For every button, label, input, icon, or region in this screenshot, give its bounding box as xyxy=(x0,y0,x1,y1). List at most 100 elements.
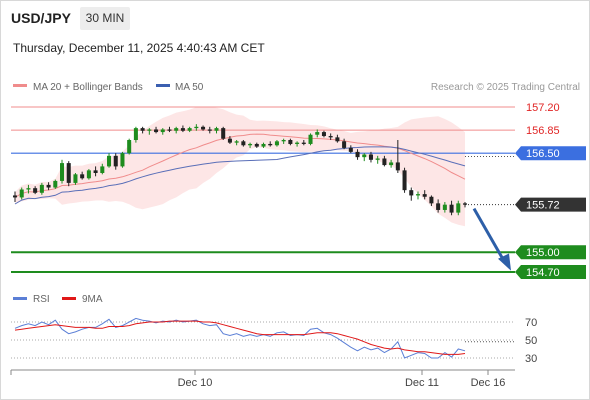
candle-body xyxy=(436,203,441,210)
candle-body xyxy=(39,184,44,193)
candle-body xyxy=(180,128,185,131)
candle-body xyxy=(348,147,353,152)
candle-body xyxy=(113,155,118,167)
rsi-tick-30: 30 xyxy=(525,353,537,365)
candle-body xyxy=(12,195,18,198)
level-label-154.70: 154.70 xyxy=(526,267,560,279)
candle-body xyxy=(194,126,199,129)
candle-body xyxy=(100,166,105,173)
level-label-156.50: 156.50 xyxy=(526,148,560,160)
price-labels: 157.20 156.85 156.50 155.72 155.00 154.70 xyxy=(515,102,586,279)
candle-body xyxy=(389,162,394,166)
candle-body xyxy=(449,204,454,213)
level-label-156.85: 156.85 xyxy=(526,125,560,137)
candle-body xyxy=(120,153,125,167)
candle-body xyxy=(80,174,85,179)
forecast-arrow xyxy=(472,207,511,271)
time-tick-label: Dec 11 xyxy=(405,377,439,389)
time-tick-label: Dec 16 xyxy=(471,377,506,389)
candle-body xyxy=(201,126,206,130)
rsi-panel: 70 50 30 xyxy=(11,317,537,365)
candle-body xyxy=(342,141,347,148)
symbol-title: USD/JPY xyxy=(11,10,71,26)
price-levels xyxy=(11,106,515,273)
candle-body xyxy=(207,129,212,131)
candle-body xyxy=(107,155,112,167)
level-label-157.20: 157.20 xyxy=(526,102,560,114)
bollinger-band-area xyxy=(15,107,465,227)
candle-body xyxy=(154,129,159,133)
forecast-arrow-shaft xyxy=(472,207,507,264)
candle-body xyxy=(147,129,152,131)
candle-body xyxy=(375,158,380,160)
rsi-legend: RSI xyxy=(33,294,50,305)
candle-body xyxy=(254,143,259,147)
rsi-ma-legend: 9MA xyxy=(82,294,103,305)
candle-body xyxy=(214,128,219,131)
candle-body xyxy=(315,132,320,135)
candle-body xyxy=(442,204,447,210)
candle-body xyxy=(140,128,145,131)
candle-body xyxy=(60,163,65,181)
candle-body xyxy=(422,194,427,197)
candle-body xyxy=(382,158,387,166)
candle-body xyxy=(301,142,306,144)
candle-body xyxy=(93,170,98,173)
candle-body xyxy=(73,174,78,183)
candle-body xyxy=(429,196,434,204)
candle-body xyxy=(133,128,138,140)
candle-body xyxy=(66,163,71,183)
candle-body xyxy=(241,141,246,146)
candle-body xyxy=(362,154,367,158)
level-label-155.00: 155.00 xyxy=(526,247,560,259)
candle-body xyxy=(174,128,179,131)
level-box-155.72 xyxy=(515,197,586,212)
candle-body xyxy=(368,154,373,160)
candle-body xyxy=(268,143,273,146)
candles xyxy=(12,124,468,216)
time-tick-label: Dec 10 xyxy=(178,377,213,389)
moving-averages xyxy=(14,133,466,205)
rsi-line xyxy=(14,317,466,359)
candle-body xyxy=(402,170,407,191)
ma50-line xyxy=(14,146,466,205)
rsi-tick-50: 50 xyxy=(525,335,537,347)
candle-body xyxy=(127,140,132,154)
candle-body xyxy=(308,134,313,144)
rsi-tick-70: 70 xyxy=(525,317,537,329)
candle-body xyxy=(295,142,300,144)
candle-body xyxy=(288,140,293,144)
candle-body xyxy=(335,137,340,142)
level-box-156.50 xyxy=(515,146,586,161)
ma50-legend: MA 50 xyxy=(175,82,204,93)
candle-body xyxy=(261,143,266,147)
candle-body xyxy=(321,132,326,137)
ma-bb-legend-swatch xyxy=(13,84,27,87)
candle-body xyxy=(86,170,91,179)
candle-body xyxy=(462,203,468,205)
candle-body xyxy=(19,189,24,198)
rsi-legend-swatch xyxy=(13,297,27,300)
timeframe-button[interactable]: 30 MIN xyxy=(80,7,130,30)
level-label-155.72: 155.72 xyxy=(526,200,560,212)
candle-body xyxy=(395,162,400,171)
candle-body xyxy=(281,140,286,142)
candle-body xyxy=(221,128,226,139)
candle-body xyxy=(227,138,232,143)
ma-bb-legend: MA 20 + Bollinger Bands xyxy=(33,82,143,93)
bollinger-bands xyxy=(15,107,465,227)
level-box-155.00 xyxy=(515,245,586,260)
rsi-ma-legend-swatch xyxy=(62,297,76,300)
candle-body xyxy=(409,190,414,196)
datetime-label: Thursday, December 11, 2025 4:40:43 AM C… xyxy=(13,41,265,55)
candle-body xyxy=(167,129,172,131)
candle-body xyxy=(248,143,253,146)
legends: MA 20 + Bollinger Bands MA 50 Research ©… xyxy=(13,82,580,305)
candle-body xyxy=(456,203,461,213)
candle-body xyxy=(26,188,31,190)
candle-body xyxy=(160,129,165,133)
time-axis: Dec 10 Dec 11 Dec 16 xyxy=(10,369,515,389)
copyright: Research © 2025 Trading Central xyxy=(431,82,580,93)
level-box-154.70 xyxy=(515,265,586,279)
